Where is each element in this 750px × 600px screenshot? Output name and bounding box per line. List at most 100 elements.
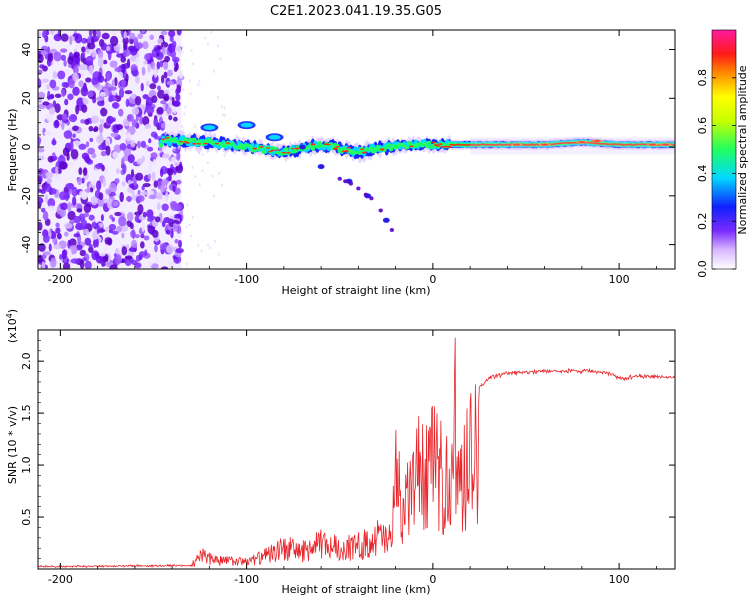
- noise-speckle: [82, 257, 87, 262]
- noise-speckle: [102, 59, 108, 65]
- noise-speckle: [122, 37, 129, 45]
- noise-speckle: [62, 147, 70, 157]
- ridge-blob: [368, 146, 374, 150]
- band-haze: [540, 137, 545, 155]
- noise-speckle: [125, 73, 129, 82]
- noise-speckle: [133, 180, 137, 187]
- noise-speckle: [140, 234, 145, 239]
- noise-speckle: [100, 150, 107, 157]
- noise-speckle: [74, 33, 83, 44]
- noise-speckle: [53, 51, 62, 62]
- colorbar-tick-label: 0.6: [696, 117, 709, 135]
- noise-speckle: [145, 105, 155, 115]
- noise-speckle: [52, 71, 58, 79]
- branch-dot: [363, 192, 369, 197]
- band-haze: [477, 137, 482, 155]
- noise-speckle: [175, 46, 182, 55]
- noise-speckle: [130, 169, 135, 178]
- noise-speckle: [87, 147, 95, 155]
- band-haze: [611, 137, 616, 155]
- faint-speckle: [217, 252, 220, 256]
- ridge-blob: [203, 142, 208, 145]
- noise-speckle: [53, 120, 60, 129]
- noise-speckle: [131, 119, 137, 128]
- faint-speckle: [183, 112, 186, 116]
- noise-speckle: [173, 213, 182, 219]
- noise-speckle: [119, 191, 124, 203]
- noise-speckle: [80, 219, 88, 229]
- band-haze: [533, 137, 538, 155]
- snr-ytick-label: 1.0: [20, 456, 33, 474]
- noise-speckle: [161, 153, 170, 159]
- faint-speckle: [213, 69, 216, 73]
- band-haze: [622, 137, 627, 155]
- noise-speckle: [114, 211, 122, 217]
- noise-speckle: [42, 78, 49, 84]
- noise-speckle: [147, 63, 152, 73]
- snr-panel: -200 -100 0 100 0.5 1.0 1.5 2.0 Height of strai…: [5, 309, 676, 596]
- noise-speckle: [118, 108, 124, 117]
- noise-speckle: [88, 125, 94, 132]
- noise-speckle: [84, 118, 90, 126]
- noise-speckle: [60, 48, 68, 53]
- faint-speckle: [221, 113, 224, 117]
- noise-speckle: [58, 161, 67, 170]
- band-haze: [667, 137, 672, 155]
- noise-speckle: [75, 43, 81, 50]
- noise-speckle: [117, 71, 124, 79]
- hot-spot-core: [593, 140, 601, 142]
- noise-speckle: [114, 178, 120, 184]
- noise-speckle: [173, 100, 181, 107]
- noise-speckle: [111, 102, 119, 109]
- noise-speckle: [150, 61, 156, 70]
- noise-speckle: [42, 211, 49, 221]
- noise-speckle: [167, 69, 173, 77]
- noise-speckle: [137, 195, 145, 202]
- noise-speckle: [78, 167, 83, 176]
- noise-speckle: [140, 82, 144, 92]
- faint-speckle: [210, 30, 213, 34]
- ridge-blob: [359, 148, 365, 151]
- noise-speckle: [91, 49, 97, 58]
- noise-speckle: [139, 116, 144, 125]
- noise-speckle: [47, 205, 55, 212]
- noise-speckle: [125, 98, 130, 108]
- noise-speckle: [129, 47, 138, 56]
- ridge-blob: [283, 147, 289, 152]
- ridge-blob: [163, 138, 168, 143]
- band-haze: [507, 137, 512, 155]
- noise-speckle: [102, 256, 109, 263]
- noise-speckle: [99, 91, 106, 97]
- noise-speckle: [70, 149, 79, 160]
- noise-speckle: [144, 249, 148, 257]
- noise-speckle: [141, 222, 146, 232]
- noise-speckle: [55, 166, 59, 176]
- noise-speckle: [96, 224, 100, 235]
- noise-speckle: [151, 95, 158, 104]
- noise-speckle: [72, 196, 77, 206]
- noise-speckle: [38, 196, 44, 205]
- noise-speckle: [157, 89, 166, 99]
- ridge-blob: [328, 142, 333, 147]
- ridge-blob: [426, 140, 432, 145]
- noise-speckle: [38, 54, 44, 64]
- branch-blob-inner: [384, 218, 389, 222]
- noise-speckle: [171, 40, 177, 49]
- noise-speckle: [49, 79, 57, 89]
- noise-speckle: [84, 237, 92, 246]
- noise-speckle: [80, 119, 86, 124]
- noise-speckle: [112, 151, 119, 159]
- colorbar-tick-label: 0.8: [696, 69, 709, 87]
- branch-dot: [337, 176, 342, 181]
- noise-speckle: [114, 254, 122, 265]
- faint-speckle: [223, 106, 226, 110]
- noise-speckle: [44, 183, 52, 192]
- noise-speckle: [125, 195, 133, 202]
- noise-speckle: [145, 97, 153, 107]
- noise-speckle: [61, 88, 66, 98]
- noise-speckle: [71, 189, 76, 196]
- noise-speckle: [90, 195, 98, 206]
- noise-speckle: [171, 50, 176, 60]
- noise-speckle: [178, 70, 184, 79]
- noise-speckle: [100, 107, 108, 117]
